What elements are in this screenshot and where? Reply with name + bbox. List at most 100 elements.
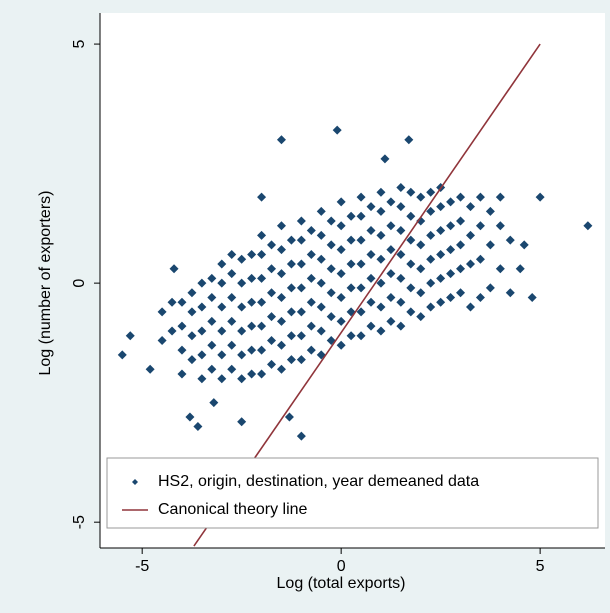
scatter-point: [247, 321, 257, 331]
scatter-point: [505, 235, 515, 245]
scatter-point: [145, 364, 155, 374]
scatter-point: [237, 417, 247, 427]
scatter-point: [276, 135, 286, 145]
scatter-point: [465, 302, 475, 312]
scatter-point: [436, 249, 446, 259]
scatter-point: [356, 192, 366, 202]
scatter-point: [366, 226, 376, 236]
scatter-point: [247, 249, 257, 259]
scatter-point: [396, 249, 406, 259]
scatter-point: [396, 321, 406, 331]
legend: HS2, origin, destination, year demeaned …: [106, 457, 599, 529]
scatter-point: [346, 331, 356, 341]
scatter-point: [187, 307, 197, 317]
marks: [117, 43, 593, 547]
scatter-point: [386, 245, 396, 255]
scatter-point: [456, 288, 466, 298]
scatter-point: [326, 264, 336, 274]
scatter-point: [217, 278, 227, 288]
scatter-point: [316, 278, 326, 288]
scatter-point: [376, 278, 386, 288]
scatter-point: [227, 340, 237, 350]
scatter-point: [446, 221, 456, 231]
scatter-point: [197, 278, 207, 288]
legend-box: [106, 457, 599, 529]
scatter-point: [366, 321, 376, 331]
scatter-point: [296, 235, 306, 245]
scatter-point: [326, 312, 336, 322]
scatter-point: [185, 412, 195, 422]
x-tick-label: 0: [337, 558, 346, 575]
scatter-point: [376, 230, 386, 240]
scatter-point: [356, 235, 366, 245]
scatter-point: [485, 240, 495, 250]
scatter-point: [346, 283, 356, 293]
scatter-point: [446, 292, 456, 302]
scatter-point: [406, 307, 416, 317]
scatter-point: [276, 316, 286, 326]
scatter-point: [326, 240, 336, 250]
scatter-point: [527, 292, 537, 302]
scatter-point: [485, 283, 495, 293]
scatter-point: [197, 374, 207, 384]
scatter-point: [436, 226, 446, 236]
scatter-point: [209, 398, 219, 408]
scatter-point: [207, 340, 217, 350]
scatter-point: [306, 249, 316, 259]
scatter-point: [197, 326, 207, 336]
scatter-point: [406, 187, 416, 197]
scatter-point: [237, 278, 247, 288]
scatter-point: [366, 273, 376, 283]
scatter-point: [386, 269, 396, 279]
scatter-point: [396, 297, 406, 307]
x-axis-title: Log (total exports): [277, 575, 406, 592]
scatter-point: [380, 154, 390, 164]
legend-label: Canonical theory line: [158, 501, 308, 518]
scatter-point: [296, 355, 306, 365]
scatter-point: [436, 202, 446, 212]
y-tick-label: 5: [71, 40, 88, 49]
scatter-point: [332, 125, 342, 135]
scatter-point: [217, 374, 227, 384]
scatter-point: [167, 297, 177, 307]
scatter-point: [475, 254, 485, 264]
scatter-point: [346, 259, 356, 269]
scatter-point: [326, 288, 336, 298]
scatter-point: [406, 283, 416, 293]
scatter-point: [456, 264, 466, 274]
scatter-point: [257, 273, 267, 283]
scatter-point: [207, 364, 217, 374]
scatter-point: [286, 259, 296, 269]
scatter-point: [495, 192, 505, 202]
scatter-point: [257, 345, 267, 355]
scatter-point: [296, 283, 306, 293]
scatter-point: [306, 226, 316, 236]
scatter-point: [515, 264, 525, 274]
scatter-point: [177, 369, 187, 379]
scatter-point: [286, 283, 296, 293]
scatter-point: [505, 288, 515, 298]
scatter-point: [416, 216, 426, 226]
scatter-point: [366, 249, 376, 259]
scatter-point: [207, 273, 217, 283]
scatter-point: [495, 221, 505, 231]
scatter-point: [336, 245, 346, 255]
x-tick-label: -5: [135, 558, 149, 575]
scatter-point: [446, 269, 456, 279]
scatter-point: [197, 350, 207, 360]
scatter-point: [207, 316, 217, 326]
scatter-point: [376, 187, 386, 197]
scatter-point: [193, 422, 203, 432]
scatter-point: [475, 221, 485, 231]
scatter-point: [286, 307, 296, 317]
scatter-point: [316, 206, 326, 216]
x-tick-label: 5: [536, 558, 545, 575]
scatter-point: [217, 326, 227, 336]
scatter-point: [187, 288, 197, 298]
scatter-point: [187, 331, 197, 341]
scatter-point: [217, 302, 227, 312]
scatter-point: [276, 221, 286, 231]
scatter-point: [495, 264, 505, 274]
scatter-point: [247, 297, 257, 307]
scatter-point: [406, 235, 416, 245]
